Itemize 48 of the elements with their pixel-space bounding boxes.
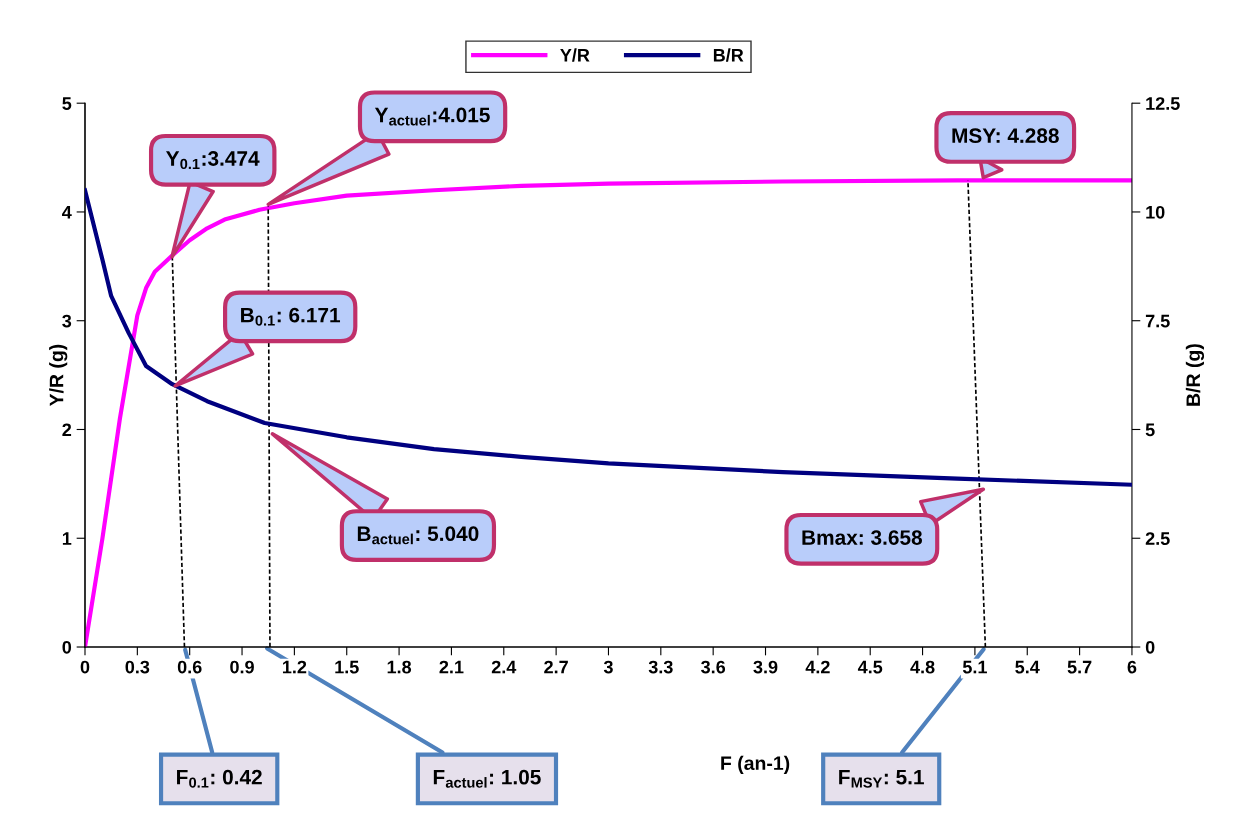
x-tick-label: 0.9 — [230, 660, 254, 674]
y2-tick-label: 5 — [1145, 423, 1155, 437]
x-tick-label: 3.6 — [701, 660, 726, 674]
x-tick-label: 3.3 — [648, 660, 673, 674]
annotation: F$_{0.1}$: 0.42 — [177, 769, 262, 788]
y-axis-title: Y/R (g) — [49, 344, 68, 407]
x-tick-label: 1.5 — [335, 660, 359, 674]
annotation: B$_{0.1}$: 6.171 — [241, 307, 341, 326]
annotation: B$_{actuel}$: 5.040 — [357, 526, 479, 545]
y-tick-label: 3 — [62, 314, 72, 328]
x-tick-label: 2.1 — [439, 660, 464, 674]
y-tick-label: 4 — [62, 206, 72, 219]
x-tick-label: 5.4 — [1015, 660, 1040, 674]
y2-axis-title: B/R (g) — [1185, 344, 1205, 406]
x-tick-label: 4.2 — [805, 660, 830, 674]
x-tick-label: 3 — [603, 660, 613, 674]
y-tick-label: 5 — [62, 97, 72, 110]
line-series — [85, 188, 1132, 487]
legend-label: B/R — [713, 48, 744, 62]
y-tick-label: 0 — [62, 640, 72, 654]
legend-label: Y/R — [560, 48, 590, 62]
y2-tick-label: 0 — [1145, 640, 1155, 654]
annotation: Y$_{0.1}$:3.474 — [166, 151, 260, 170]
x-tick-label: 4.8 — [910, 660, 935, 674]
y2-tick-label: 7.5 — [1145, 314, 1170, 328]
y-tick-label: 1 — [62, 532, 72, 545]
x-tick-label: 0.6 — [177, 660, 202, 674]
x-tick-label: 5.7 — [1067, 660, 1092, 674]
y2-tick-label: 12.5 — [1146, 97, 1180, 110]
y-tick-label: 2 — [62, 423, 72, 437]
annotation: Bmax: 3.658 — [802, 530, 922, 545]
y2-tick-label: 2.5 — [1145, 532, 1170, 545]
y2-tick-label: 10 — [1146, 205, 1165, 219]
x-axis-title: F (an-1) — [721, 755, 790, 774]
x-tick-label: 0 — [80, 660, 90, 674]
x-tick-label: 0.3 — [125, 660, 150, 674]
x-tick-label: 1.2 — [282, 660, 307, 674]
annotation: MSY: 4.288 — [952, 128, 1059, 144]
annotation: F$_{actuel}$: 1.05 — [433, 769, 541, 788]
x-tick-label: 4.5 — [857, 660, 883, 674]
annotation: Y$_{actuel}$:4.015 — [374, 107, 490, 126]
annotation: F$_{MSY}$: 5.1 — [839, 769, 924, 788]
x-tick-label: 3.9 — [753, 660, 778, 674]
x-tick-label: 5.1 — [962, 660, 987, 674]
x-tick-label: 6 — [1127, 660, 1137, 674]
x-tick-label: 1.8 — [387, 660, 412, 674]
x-tick-label: 2.4 — [491, 660, 517, 674]
x-tick-label: 2.7 — [544, 660, 568, 674]
